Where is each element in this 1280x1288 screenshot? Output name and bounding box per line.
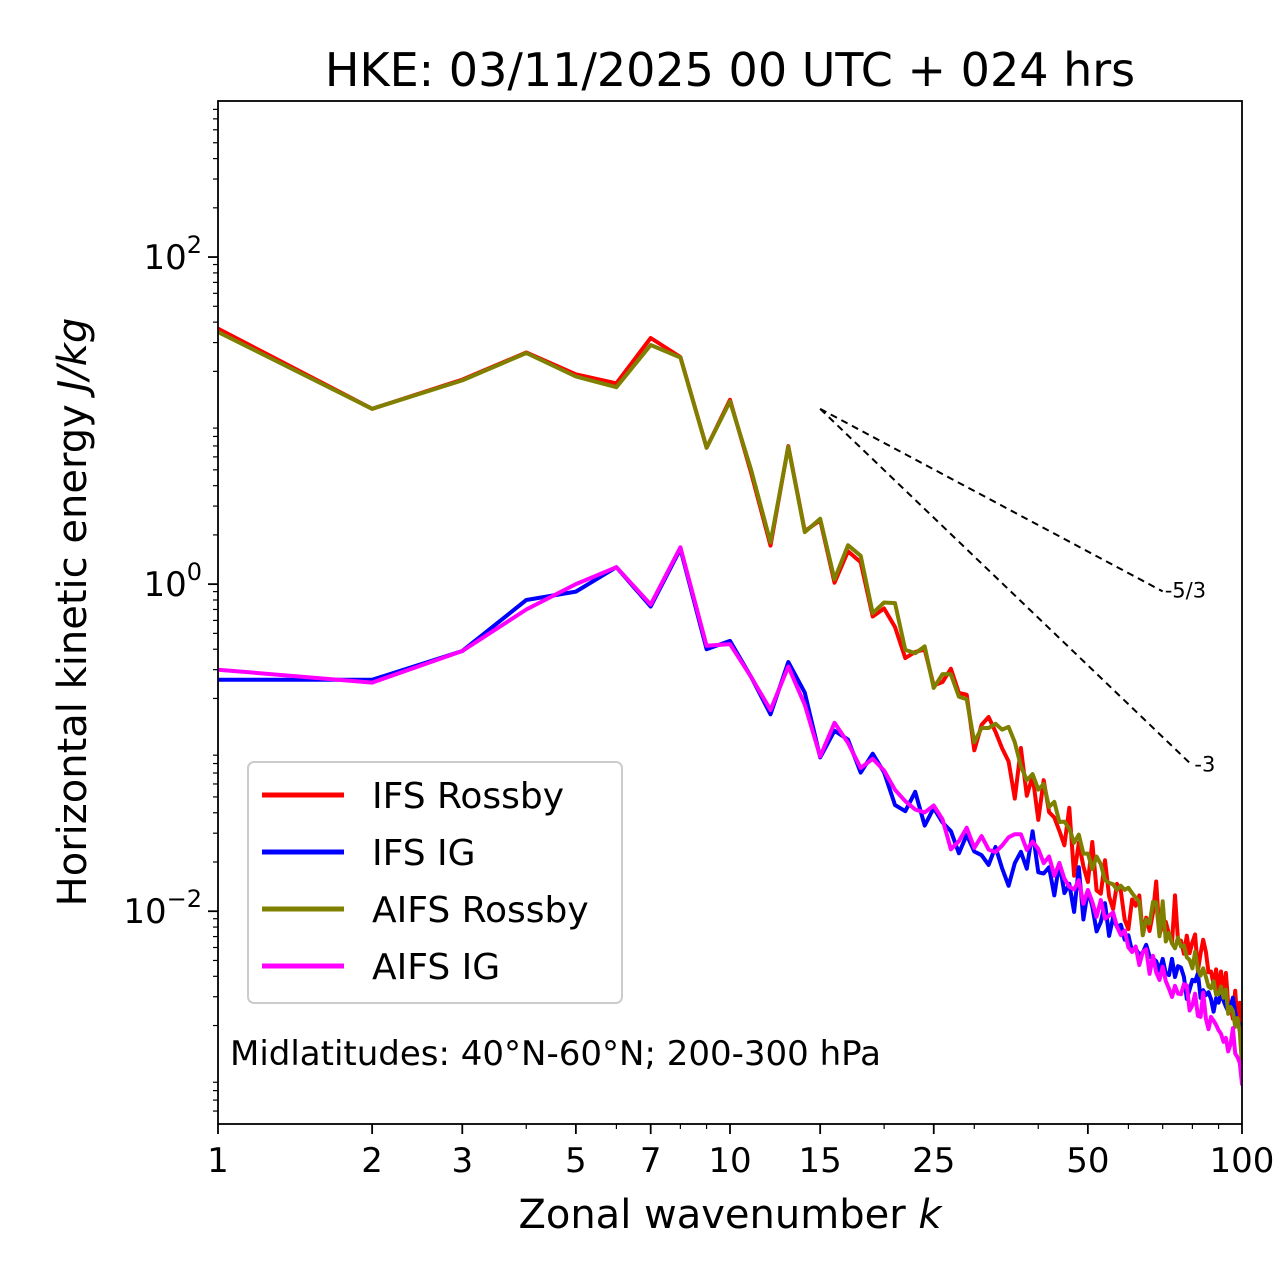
reference-slope-label: -3 (1194, 753, 1215, 777)
legend-items: IFS Rossby IFS IG AIFS Rossby AIFS IG (262, 776, 589, 988)
reference-slope-line (819, 407, 1164, 593)
x-tick-label: 10 (708, 1141, 751, 1181)
x-tick-label: 1 (207, 1141, 229, 1181)
x-axis-label-var: k (918, 1192, 943, 1238)
y-tick-exponent: 2 (187, 231, 202, 259)
x-tick-label: 7 (640, 1141, 662, 1181)
y-tick-base: 10 (143, 238, 186, 278)
y-axis-label-text: Horizontal kinetic energy (50, 404, 96, 906)
y-tick-label: 10−2 (123, 885, 202, 932)
y-tick-base: 10 (143, 565, 186, 605)
x-axis-ticks: 1 2 3 5 7 10 15 25 50 100 (207, 1124, 1274, 1181)
legend-label: IFS Rossby (372, 776, 564, 817)
x-axis-label: Zonal wavenumber k (518, 1192, 943, 1238)
y-axis-label-unit: J/kg (50, 318, 96, 399)
y-axis-label: Horizontal kinetic energy J/kg (50, 318, 96, 907)
series-line-aifs-rossby (218, 330, 1242, 1067)
x-tick-label: 15 (799, 1141, 842, 1181)
region-annotation: Midlatitudes: 40°N-60°N; 200-300 hPa (230, 1034, 881, 1074)
series-layer (218, 326, 1242, 1087)
y-tick-exponent: 0 (187, 558, 202, 586)
chart-title: HKE: 03/11/2025 00 UTC + 024 hrs (325, 43, 1135, 97)
x-tick-label: 2 (361, 1141, 383, 1181)
x-tick-label: 3 (451, 1141, 473, 1181)
reference-lines: -5/3 -3 (819, 407, 1215, 777)
y-tick-label: 102 (143, 231, 202, 278)
y-tick-label: 100 (143, 558, 202, 605)
y-tick-exponent: −2 (167, 885, 202, 913)
x-tick-label: 50 (1066, 1141, 1109, 1181)
y-tick-base: 10 (123, 892, 166, 932)
legend: IFS Rossby IFS IG AIFS Rossby AIFS IG (247, 761, 623, 1004)
reference-slope-line (819, 408, 1194, 767)
reference-slope-label: -5/3 (1165, 578, 1206, 602)
legend-label: IFS IG (372, 833, 476, 874)
series-line-aifs-ig (218, 545, 1242, 1087)
x-tick-label: 100 (1210, 1141, 1275, 1181)
x-tick-label: 5 (565, 1141, 587, 1181)
legend-label: AIFS Rossby (372, 890, 589, 931)
x-axis-label-text: Zonal wavenumber (518, 1192, 906, 1238)
legend-label: AIFS IG (372, 947, 500, 988)
legend-box (247, 761, 623, 1004)
x-tick-label: 25 (912, 1141, 955, 1181)
